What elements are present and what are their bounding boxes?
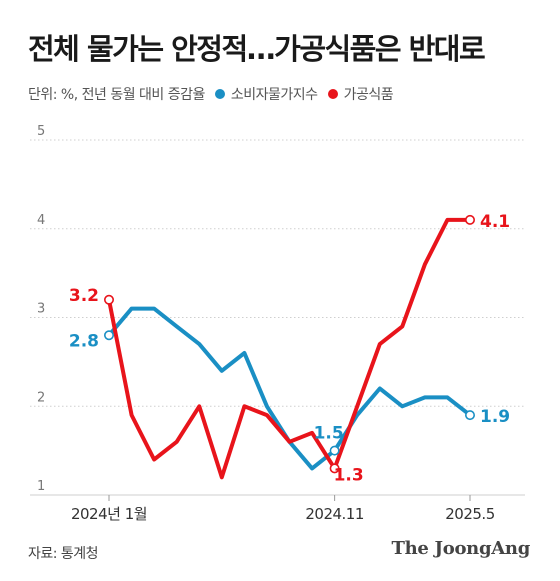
y-tick-label: 1 <box>37 479 45 494</box>
data-label: 1.3 <box>334 465 364 485</box>
legend-swatch-cpi <box>214 89 225 99</box>
source-note: 자료: 통계청 <box>28 546 99 562</box>
series-line-0 <box>107 306 472 471</box>
data-point-marker <box>464 410 475 421</box>
brand-logo: The JoongAng <box>391 538 531 559</box>
data-point-marker <box>104 330 115 341</box>
data-point-marker <box>464 214 475 225</box>
data-label: 4.1 <box>480 212 510 232</box>
unit-note: 단위: %, 전년 동월 대비 증감율 <box>28 87 205 103</box>
y-tick-label: 5 <box>37 124 45 139</box>
x-tick-label: 2024년 1월 <box>71 505 147 523</box>
legend-item-cpi: 소비자물가지수 <box>214 84 318 104</box>
legend-label-cpi: 소비자물가지수 <box>230 87 318 103</box>
y-tick-label: 3 <box>37 302 45 317</box>
series-line-1 <box>107 217 472 480</box>
legend: 단위: %, 전년 동월 대비 증감율 소비자물가지수 가공식품 <box>28 84 394 104</box>
legend-swatch-processed-food <box>327 89 338 99</box>
data-point-marker <box>329 445 340 456</box>
legend-item-processed-food: 가공식품 <box>327 84 394 104</box>
data-label: 1.5 <box>314 424 344 444</box>
chart-title: 전체 물가는 안정적…가공식품은 반대로 <box>28 32 486 66</box>
data-label: 3.2 <box>69 286 99 306</box>
y-tick-label: 2 <box>37 390 45 405</box>
x-tick-label: 2024.11 <box>305 505 364 523</box>
data-label: 1.9 <box>480 407 510 427</box>
x-tick-label: 2025.5 <box>445 505 495 523</box>
data-point-marker <box>329 463 340 474</box>
legend-label-processed-food: 가공식품 <box>343 87 394 103</box>
data-label: 2.8 <box>69 331 99 351</box>
y-tick-label: 4 <box>37 213 45 228</box>
data-point-marker <box>104 294 115 305</box>
